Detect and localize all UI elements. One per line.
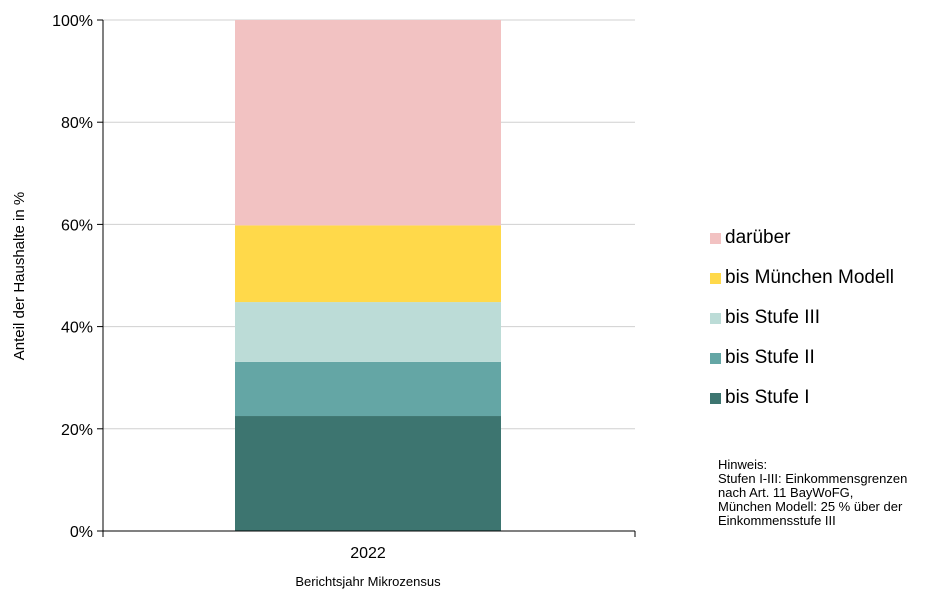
- legend-swatch: [710, 312, 721, 324]
- note-box: Hinweis: Stufen I-III: Einkommensgrenzen…: [718, 458, 948, 528]
- bar-segment-bis-stufe-i: [235, 416, 501, 531]
- y-tick-label: 80%: [61, 115, 93, 132]
- legend-label: bis Stufe III: [725, 307, 821, 328]
- legend-swatch: [710, 352, 721, 364]
- legend-item: bis Stufe I: [710, 378, 894, 418]
- bar-stack: [235, 20, 501, 531]
- legend-swatch: [710, 392, 721, 404]
- legend-label: bis München Modell: [725, 267, 894, 288]
- legend-swatch: [710, 272, 721, 284]
- y-tick-label: 20%: [61, 422, 93, 439]
- note-line: Hinweis:: [718, 457, 768, 472]
- y-tick-label: 0%: [70, 524, 93, 541]
- x-category-label: 2022: [350, 545, 386, 562]
- legend-label: darüber: [725, 227, 791, 248]
- axes: [97, 19, 636, 537]
- legend: darüber bis München Modell bis Stufe III bi…: [710, 218, 894, 418]
- legend-item: bis Stufe II: [710, 338, 894, 378]
- legend-label: bis Stufe II: [725, 347, 815, 368]
- y-tick-label: 60%: [61, 217, 93, 234]
- note-line: nach Art. 11 BayWoFG,: [718, 485, 854, 500]
- legend-swatch: [710, 232, 721, 244]
- legend-item: darüber: [710, 218, 894, 258]
- bar-segment-darüber: [235, 20, 501, 226]
- note-line: Stufen I-III: Einkommensgrenzen: [718, 471, 908, 486]
- y-tick-label: 100%: [52, 13, 93, 30]
- legend-item: bis München Modell: [710, 258, 894, 298]
- bar-segment-bis-stufe-iii: [235, 302, 501, 362]
- legend-item: bis Stufe III: [710, 298, 894, 338]
- legend-label: bis Stufe I: [725, 387, 810, 408]
- x-axis-title: Berichtsjahr Mikrozensus: [295, 574, 441, 589]
- bar-segment-bis-stufe-ii: [235, 361, 501, 417]
- note-line: Einkommensstufe III: [718, 513, 836, 528]
- y-tick-label: 40%: [61, 320, 93, 337]
- y-tick-labels: 0% 20% 40% 60% 80% 100%: [52, 13, 93, 541]
- y-axis-title: Anteil der Haushalte in %: [11, 192, 28, 360]
- bar-segment-bis-münchen-modell: [235, 225, 501, 303]
- note-line: München Modell: 25 % über der: [718, 499, 903, 514]
